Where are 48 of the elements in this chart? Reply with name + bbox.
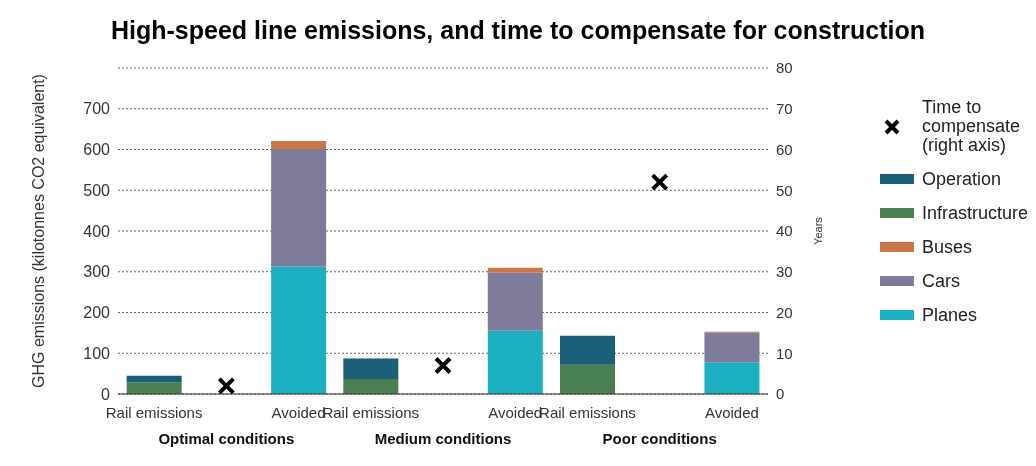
y2-tick-label: 20 xyxy=(776,303,793,321)
y2-tick-label: 30 xyxy=(776,263,793,281)
chart-title: High-speed line emissions, and time to compensate for construction xyxy=(110,16,926,45)
y2-tick-label: 80 xyxy=(776,59,793,77)
text: Poor conditions xyxy=(602,430,717,447)
text: Medium conditions xyxy=(374,430,512,447)
y-axis-title: GHG emissions (kilotonnes CO2 equivalent) xyxy=(29,74,47,388)
y2-tick-label: 60 xyxy=(776,140,793,158)
point xyxy=(217,376,236,394)
y-tick-label: 0 xyxy=(101,385,111,403)
bar xyxy=(271,140,327,150)
y-tick-label: 200 xyxy=(83,304,111,322)
bar xyxy=(704,332,760,363)
legend-label: Infrastructure xyxy=(922,202,1029,223)
bar xyxy=(271,266,327,394)
y-tick-label: 300 xyxy=(83,263,111,281)
bar xyxy=(343,378,399,394)
text: Optimal conditions xyxy=(158,430,295,447)
y2-tick-label: 10 xyxy=(776,344,793,362)
y-tick-label: 500 xyxy=(83,181,111,199)
y2-tick-label: 50 xyxy=(776,181,793,199)
y-tick-label: 400 xyxy=(83,222,111,240)
bar xyxy=(487,267,543,273)
bar xyxy=(126,375,182,383)
bar xyxy=(560,364,615,394)
point xyxy=(650,173,669,192)
y-tick-label: 700 xyxy=(83,100,111,118)
legend-label: Cars xyxy=(922,270,961,291)
point xyxy=(434,356,452,375)
legend-label: Buses xyxy=(922,236,973,257)
legend-label: Planes xyxy=(922,304,978,325)
y2-tick-label: 0 xyxy=(776,385,785,403)
bar xyxy=(126,382,182,394)
bar xyxy=(487,330,543,394)
bar xyxy=(271,149,327,267)
legend-label: Operation xyxy=(922,168,1002,189)
bar xyxy=(487,272,543,331)
legend-label: Time to compensate (right axis) xyxy=(922,97,1022,155)
bar xyxy=(560,335,615,365)
y-tick-label: 100 xyxy=(83,344,111,362)
y-tick-label: 600 xyxy=(83,141,111,159)
bar xyxy=(343,358,399,379)
x-tick-label: Rail emissions xyxy=(105,404,203,421)
x-tick-label: Avoided xyxy=(704,404,759,421)
y2-tick-label: 40 xyxy=(776,222,793,240)
y2-axis-title: Years xyxy=(811,216,824,245)
y2-tick-label: 70 xyxy=(776,100,793,118)
bar xyxy=(704,362,760,394)
